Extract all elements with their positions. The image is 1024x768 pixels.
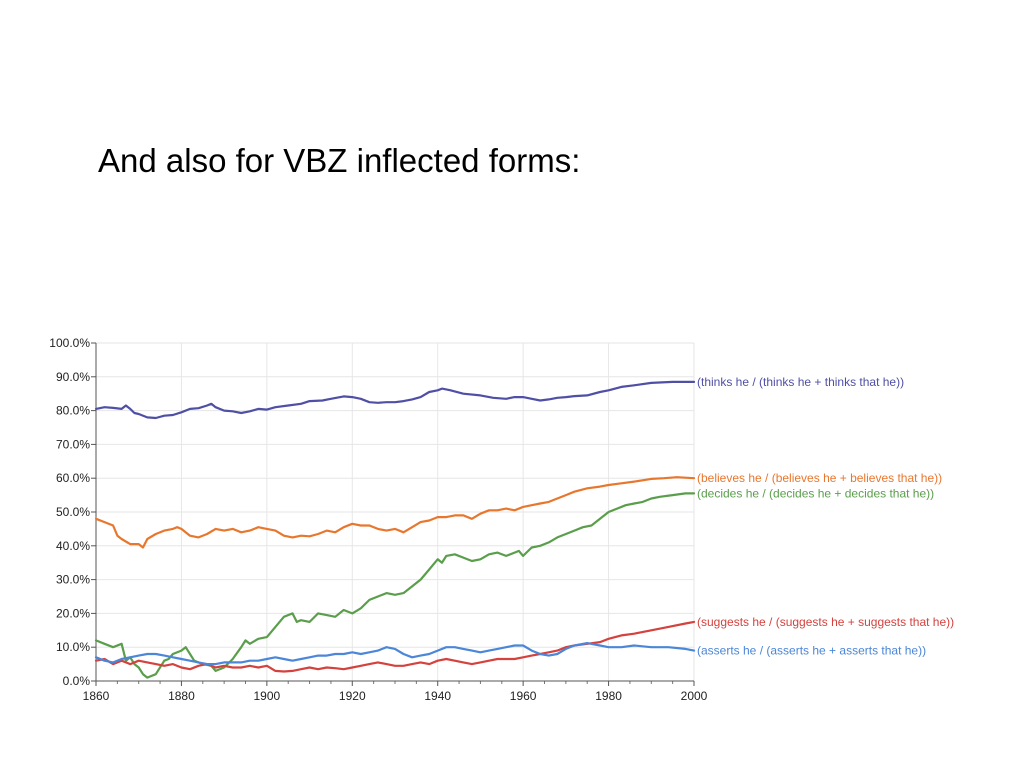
series-lines bbox=[94, 380, 696, 679]
x-tick-label: 1940 bbox=[424, 689, 451, 703]
x-tick-label: 1860 bbox=[83, 689, 110, 703]
series-label-1: (believes he / (believes he + believes t… bbox=[697, 471, 942, 485]
y-tick-label: 30.0% bbox=[56, 573, 90, 587]
y-tick-label: 60.0% bbox=[56, 471, 90, 485]
y-tick-label: 80.0% bbox=[56, 404, 90, 418]
series-labels: (thinks he / (thinks he + thinks that he… bbox=[697, 375, 954, 658]
series-line-4 bbox=[94, 642, 696, 666]
series-line-1 bbox=[94, 476, 696, 549]
series-line-2 bbox=[94, 492, 696, 679]
y-tick-label: 100.0% bbox=[49, 336, 90, 350]
slide-title: And also for VBZ inflected forms: bbox=[98, 142, 581, 179]
series-line-3 bbox=[94, 620, 696, 673]
series-label-0: (thinks he / (thinks he + thinks that he… bbox=[697, 375, 904, 389]
grid-lines bbox=[95, 342, 695, 682]
y-tick-label: 90.0% bbox=[56, 370, 90, 384]
x-tick-label: 1980 bbox=[595, 689, 622, 703]
series-label-2: (decides he / (decides he + decides that… bbox=[697, 486, 934, 500]
x-tick-label: 1960 bbox=[510, 689, 537, 703]
series-label-4: (asserts he / (asserts he + asserts that… bbox=[697, 644, 926, 658]
y-tick-label: 70.0% bbox=[56, 437, 90, 451]
series-line-0 bbox=[94, 380, 696, 420]
y-tick-label: 0.0% bbox=[63, 674, 91, 688]
y-tick-label: 50.0% bbox=[56, 505, 90, 519]
x-tick-label: 1880 bbox=[168, 689, 195, 703]
series-label-3: (suggests he / (suggests he + suggests t… bbox=[697, 615, 954, 629]
axes: 0.0% 10.0% 20.0% 30.0% 40.0% 50.0% 60.0% 70.0% 8… bbox=[49, 336, 707, 703]
x-tick-label: 1900 bbox=[254, 689, 281, 703]
x-tick-label: 1920 bbox=[339, 689, 366, 703]
y-tick-label: 10.0% bbox=[56, 640, 90, 654]
y-tick-label: 40.0% bbox=[56, 539, 90, 553]
y-tick-label: 20.0% bbox=[56, 606, 90, 620]
x-tick-label: 2000 bbox=[681, 689, 708, 703]
